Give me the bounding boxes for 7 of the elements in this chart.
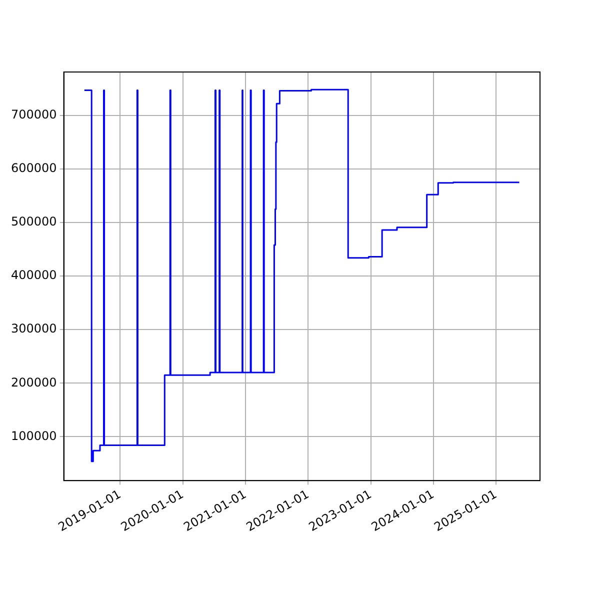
y-tick-label: 100000	[10, 428, 57, 443]
y-tick-label: 600000	[10, 161, 57, 176]
y-tick-label: 200000	[10, 375, 57, 390]
y-tick-label: 500000	[10, 214, 57, 229]
y-tick-label: 700000	[10, 108, 57, 122]
y-tick-label: 400000	[10, 268, 57, 282]
y-tick-label: 300000	[10, 322, 57, 336]
